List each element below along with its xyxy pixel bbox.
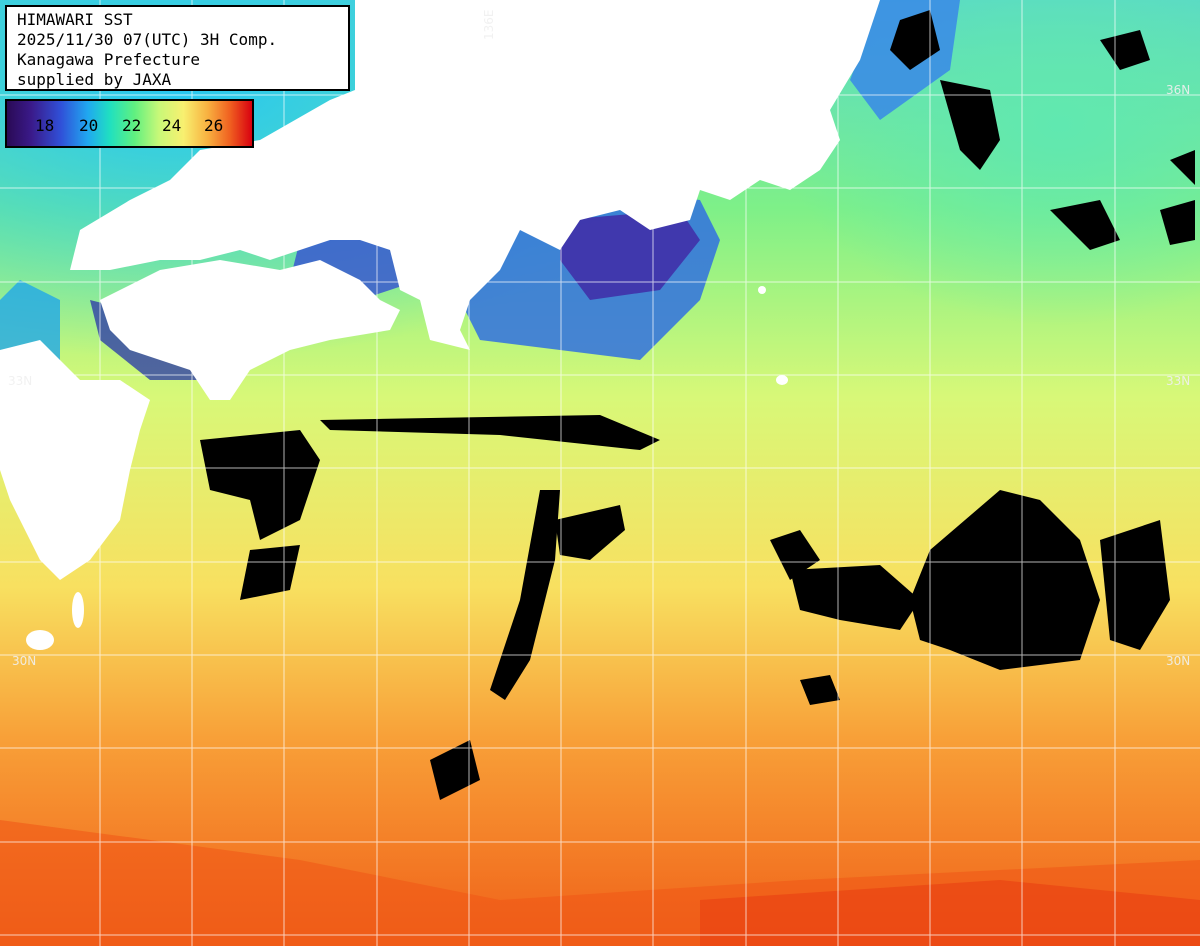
lon-label-136e: 136E: [482, 9, 496, 41]
legend-tick-22: 22: [122, 116, 142, 135]
legend-tick-24: 24: [162, 116, 182, 135]
title-line-3: Kanagawa Prefecture: [17, 50, 201, 69]
lat-label-33n-right: 33N: [1166, 374, 1191, 388]
color-legend: 18 20 22 24 26: [5, 99, 254, 148]
legend-tick-18: 18: [35, 116, 55, 135]
lat-label-30n-left: 30N: [12, 654, 37, 668]
title-line-4: supplied by JAXA: [17, 70, 172, 89]
legend-tick-20: 20: [79, 116, 99, 135]
cloud-cover: [200, 10, 1195, 800]
land: [0, 0, 880, 650]
title-box: HIMAWARI SST 2025/11/30 07(UTC) 3H Comp.…: [5, 5, 350, 91]
lat-label-30n-right: 30N: [1166, 654, 1191, 668]
lat-label-36n-right: 36N: [1166, 83, 1191, 97]
title-line-1: HIMAWARI SST: [17, 10, 133, 29]
lat-label-33n-left: 33N: [8, 374, 33, 388]
legend-tick-26: 26: [204, 116, 224, 135]
title-line-2: 2025/11/30 07(UTC) 3H Comp.: [17, 30, 278, 49]
